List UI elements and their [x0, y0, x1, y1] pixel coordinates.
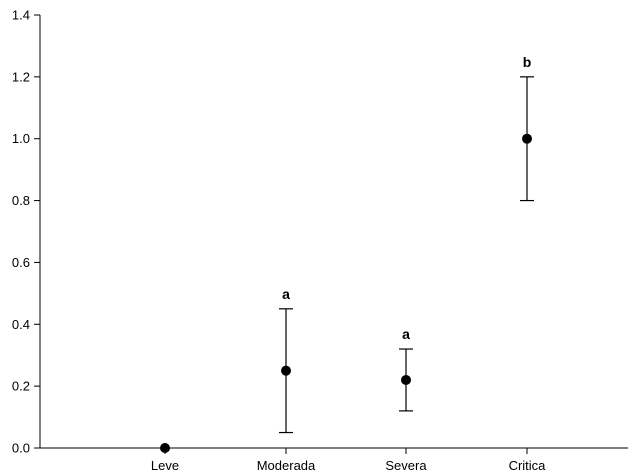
data-marks: a a b	[160, 54, 534, 453]
y-tick-label: 0.2	[12, 379, 30, 394]
data-point-leve	[160, 443, 170, 453]
significance-letter-severa: a	[402, 326, 410, 342]
y-tick-label: 0.0	[12, 441, 30, 456]
significance-letter-moderada: a	[282, 286, 290, 302]
data-point-critica	[522, 133, 532, 144]
x-tick-label-moderada: Moderada	[257, 458, 316, 473]
data-point-moderada	[281, 365, 291, 376]
y-tick-label: 1.0	[12, 131, 30, 146]
y-tick-label: 0.8	[12, 193, 30, 208]
axes	[39, 15, 628, 449]
y-tick-label: 1.2	[12, 69, 30, 84]
x-ticks: Leve Moderada Severa Critica	[151, 448, 546, 473]
x-tick-label-severa: Severa	[385, 458, 427, 473]
y-tick-label: 0.6	[12, 255, 30, 270]
y-tick-label: 0.4	[12, 317, 30, 332]
y-tick-label: 1.4	[12, 8, 30, 23]
x-tick-label-leve: Leve	[151, 458, 179, 473]
data-point-severa	[401, 374, 411, 385]
x-tick-label-critica: Critica	[509, 458, 547, 473]
y-ticks: 0.0 0.2 0.4 0.6 0.8 1.0 1.2 1.4	[12, 8, 40, 456]
significance-letter-critica: b	[523, 54, 532, 70]
